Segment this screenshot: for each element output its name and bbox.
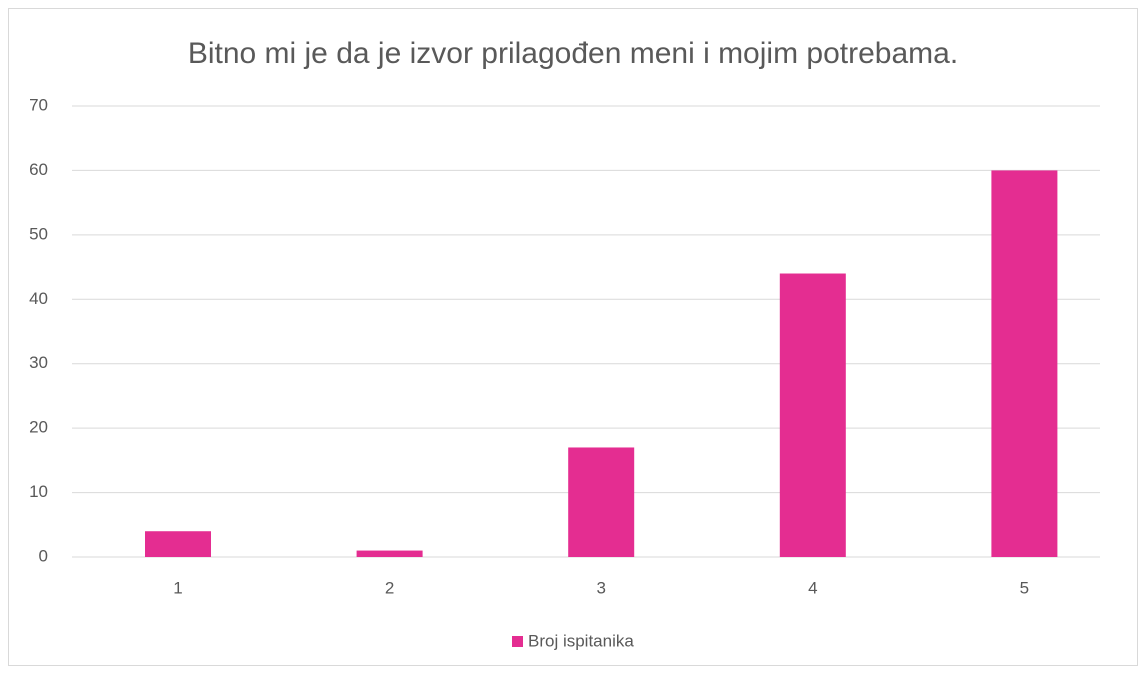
legend-label: Broj ispitanika [528,631,634,650]
y-tick-label: 60 [29,160,48,179]
y-tick-label: 70 [29,95,48,114]
x-tick-label: 5 [1020,578,1029,597]
y-tick-label: 10 [29,482,48,501]
bar [356,550,423,557]
x-tick-label: 4 [808,578,817,597]
y-tick-label: 50 [29,224,48,243]
bar [568,447,635,557]
y-tick-label: 30 [29,353,48,372]
y-tick-label: 40 [29,289,48,308]
chart-title: Bitno mi je da je izvor prilagođen meni … [188,37,958,70]
y-tick-label: 0 [39,546,48,565]
chart-border [8,8,1138,666]
bar [991,170,1058,557]
y-tick-label: 20 [29,418,48,437]
x-tick-label: 2 [385,578,394,597]
x-tick-label: 3 [596,578,605,597]
legend-swatch [512,636,523,647]
bar [779,273,846,557]
x-tick-label: 1 [173,578,182,597]
bar [145,531,211,557]
